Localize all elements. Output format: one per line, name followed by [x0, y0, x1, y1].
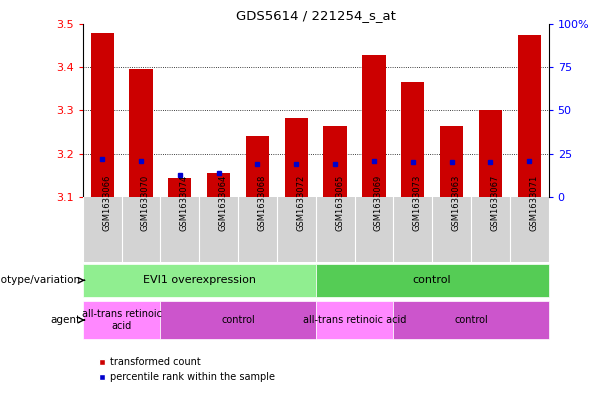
Text: GSM1633071: GSM1633071 — [529, 174, 538, 231]
Bar — [401, 82, 424, 197]
Text: GSM1633064: GSM1633064 — [219, 174, 227, 231]
Text: GSM1633066: GSM1633066 — [102, 174, 111, 231]
Bar — [83, 264, 316, 297]
Bar — [284, 118, 308, 197]
Text: GSM1633068: GSM1633068 — [257, 174, 267, 231]
Text: GSM1633067: GSM1633067 — [490, 174, 500, 231]
Bar — [246, 136, 269, 197]
Text: EVI1 overexpression: EVI1 overexpression — [143, 275, 256, 285]
Title: GDS5614 / 221254_s_at: GDS5614 / 221254_s_at — [236, 9, 395, 22]
Text: control: control — [413, 275, 452, 285]
Bar — [440, 126, 463, 197]
Bar — [324, 126, 347, 197]
Text: genotype/variation: genotype/variation — [0, 275, 80, 285]
Text: all-trans retinoic
acid: all-trans retinoic acid — [82, 309, 162, 331]
Bar — [83, 301, 161, 339]
Text: GSM1633073: GSM1633073 — [413, 174, 422, 231]
Bar — [479, 110, 502, 197]
Text: agent: agent — [50, 315, 80, 325]
Text: GSM1633070: GSM1633070 — [141, 174, 150, 231]
Text: GSM1633065: GSM1633065 — [335, 174, 344, 231]
Text: GSM1633063: GSM1633063 — [452, 174, 460, 231]
Bar — [316, 264, 549, 297]
Text: GSM1633069: GSM1633069 — [374, 174, 383, 231]
Bar — [207, 173, 230, 197]
Legend: transformed count, percentile rank within the sample: transformed count, percentile rank withi… — [94, 354, 279, 386]
Bar — [168, 178, 191, 197]
Text: control: control — [221, 315, 255, 325]
Bar — [91, 33, 114, 197]
Text: control: control — [454, 315, 488, 325]
Text: GSM1633074: GSM1633074 — [180, 174, 189, 231]
Text: GSM1633072: GSM1633072 — [296, 174, 305, 231]
Bar — [316, 301, 394, 339]
Bar — [394, 301, 549, 339]
Bar — [129, 69, 153, 197]
Bar — [161, 301, 316, 339]
Bar — [517, 35, 541, 197]
Bar — [362, 55, 386, 197]
Text: all-trans retinoic acid: all-trans retinoic acid — [303, 315, 406, 325]
